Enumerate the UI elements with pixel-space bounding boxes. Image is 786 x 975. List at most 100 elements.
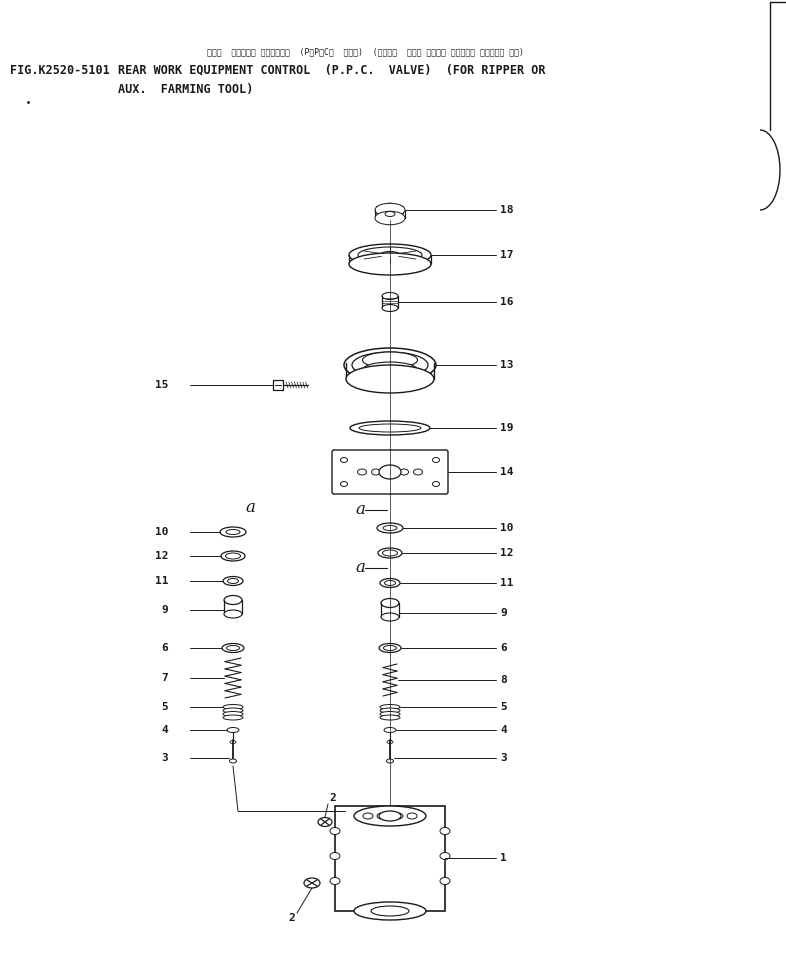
Text: 5: 5: [500, 702, 507, 712]
Ellipse shape: [385, 469, 395, 475]
Ellipse shape: [358, 247, 422, 263]
Ellipse shape: [227, 578, 238, 583]
Ellipse shape: [226, 529, 240, 534]
Ellipse shape: [380, 578, 400, 588]
Ellipse shape: [379, 644, 401, 652]
Ellipse shape: [340, 457, 347, 462]
Text: 13: 13: [500, 360, 513, 370]
Ellipse shape: [224, 610, 242, 618]
Text: 19: 19: [500, 423, 513, 433]
Text: 11: 11: [155, 576, 168, 586]
Bar: [335, 806, 445, 911]
Ellipse shape: [318, 817, 332, 827]
Ellipse shape: [380, 252, 400, 258]
Ellipse shape: [380, 705, 400, 710]
Ellipse shape: [378, 548, 402, 558]
Ellipse shape: [330, 878, 340, 884]
Ellipse shape: [377, 813, 387, 819]
Text: 2: 2: [329, 793, 336, 803]
Ellipse shape: [362, 362, 417, 378]
Text: 3: 3: [500, 753, 507, 763]
Text: 16: 16: [500, 297, 513, 307]
Ellipse shape: [384, 645, 396, 650]
Ellipse shape: [440, 878, 450, 884]
Ellipse shape: [382, 304, 398, 311]
Ellipse shape: [384, 580, 395, 586]
Ellipse shape: [380, 715, 400, 720]
Ellipse shape: [224, 596, 242, 604]
Ellipse shape: [223, 705, 243, 710]
Ellipse shape: [223, 715, 243, 720]
Ellipse shape: [352, 352, 428, 378]
Text: 14: 14: [500, 467, 513, 477]
Text: 7: 7: [161, 673, 168, 683]
Ellipse shape: [383, 526, 397, 530]
Text: 12: 12: [500, 548, 513, 558]
Text: a: a: [245, 499, 255, 517]
Text: リヤー  サギヨクキ コントロール  (P．P．C．  バルブ)  (リッパー  マタハ ノウコウ サギヨクキ ソウチャク ヨウ): リヤー サギヨクキ コントロール (P．P．C． バルブ) (リッパー マタハ …: [207, 48, 524, 57]
Ellipse shape: [226, 645, 240, 650]
Ellipse shape: [344, 348, 436, 382]
Ellipse shape: [380, 708, 400, 713]
Ellipse shape: [379, 811, 401, 821]
Ellipse shape: [375, 212, 405, 225]
Ellipse shape: [440, 852, 450, 860]
FancyBboxPatch shape: [332, 450, 448, 494]
Ellipse shape: [362, 352, 417, 368]
Text: 5: 5: [161, 702, 168, 712]
Ellipse shape: [375, 203, 405, 216]
Text: 6: 6: [161, 643, 168, 653]
Text: 15: 15: [155, 380, 168, 390]
Text: 10: 10: [500, 523, 513, 533]
Ellipse shape: [384, 727, 396, 732]
Text: 12: 12: [155, 551, 168, 561]
Text: 4: 4: [161, 725, 168, 735]
Ellipse shape: [399, 469, 409, 475]
Ellipse shape: [440, 828, 450, 835]
Ellipse shape: [407, 813, 417, 819]
Ellipse shape: [230, 759, 237, 763]
Ellipse shape: [413, 469, 423, 475]
Ellipse shape: [432, 457, 439, 462]
Ellipse shape: [350, 421, 430, 435]
Ellipse shape: [372, 469, 380, 475]
Ellipse shape: [222, 644, 244, 652]
Ellipse shape: [304, 878, 320, 888]
Ellipse shape: [383, 550, 398, 556]
Text: 18: 18: [500, 205, 513, 215]
Ellipse shape: [358, 469, 366, 475]
Text: FIG.K2520-5101: FIG.K2520-5101: [10, 63, 110, 76]
Ellipse shape: [381, 613, 399, 621]
Text: 2: 2: [288, 913, 296, 923]
Ellipse shape: [330, 852, 340, 860]
Text: 9: 9: [500, 608, 507, 618]
Ellipse shape: [393, 813, 403, 819]
Ellipse shape: [359, 424, 421, 432]
Ellipse shape: [230, 740, 236, 744]
Text: 9: 9: [161, 605, 168, 615]
Ellipse shape: [223, 576, 243, 586]
Text: AUX.  FARMING TOOL): AUX. FARMING TOOL): [118, 84, 253, 97]
Text: 6: 6: [500, 643, 507, 653]
Ellipse shape: [349, 253, 431, 275]
Ellipse shape: [379, 465, 401, 479]
Text: 4: 4: [500, 725, 507, 735]
Text: 1: 1: [500, 853, 507, 863]
Ellipse shape: [349, 244, 431, 266]
Ellipse shape: [223, 712, 243, 717]
Ellipse shape: [381, 599, 399, 607]
Ellipse shape: [354, 806, 426, 826]
Ellipse shape: [385, 212, 395, 216]
Ellipse shape: [363, 813, 373, 819]
Ellipse shape: [371, 906, 409, 916]
Ellipse shape: [226, 553, 241, 559]
Ellipse shape: [432, 482, 439, 487]
Text: REAR WORK EQUIPMENT CONTROL  (P.P.C.  VALVE)  (FOR RIPPER OR: REAR WORK EQUIPMENT CONTROL (P.P.C. VALV…: [118, 63, 545, 76]
Ellipse shape: [223, 708, 243, 713]
Ellipse shape: [382, 292, 398, 299]
Ellipse shape: [387, 740, 393, 744]
Ellipse shape: [380, 712, 400, 717]
Ellipse shape: [346, 365, 434, 393]
Ellipse shape: [354, 902, 426, 920]
Ellipse shape: [330, 828, 340, 835]
